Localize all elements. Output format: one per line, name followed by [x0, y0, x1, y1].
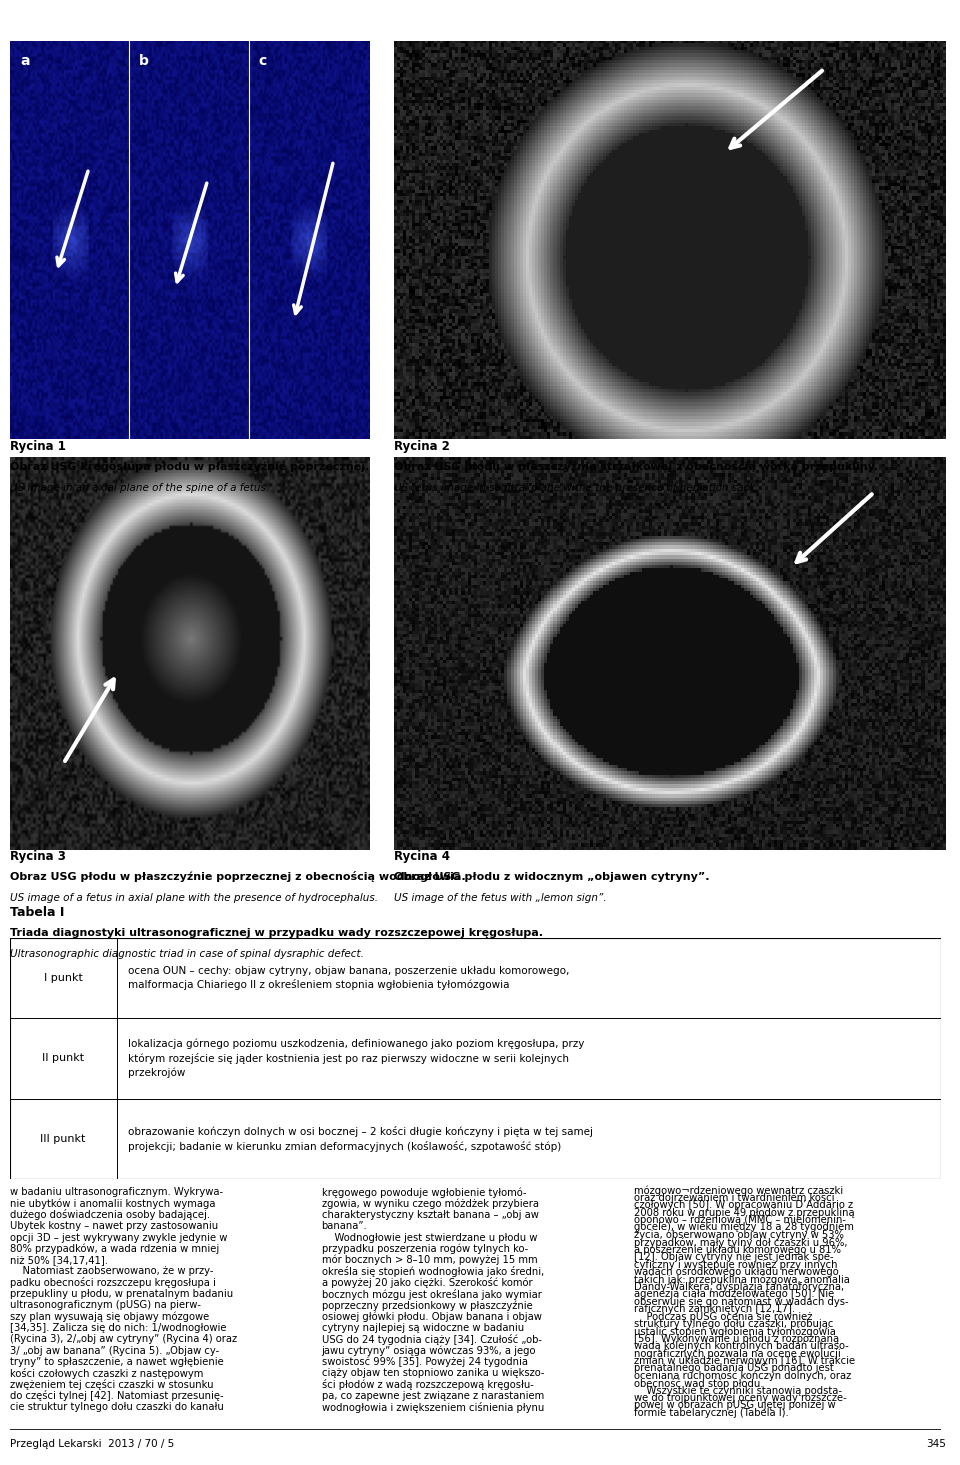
Text: obrazowanie kończyn dolnych w osi bocznej – 2 kości długie kończyny i pięta w te: obrazowanie kończyn dolnych w osi boczne… [128, 1127, 593, 1151]
Text: US image in an axial plane of the spine of a fetus.: US image in an axial plane of the spine … [10, 483, 269, 492]
Text: cytryny najlepiej są widoczne w badaniu: cytryny najlepiej są widoczne w badaniu [322, 1323, 524, 1333]
Text: [12]. Objaw cytryny nie jest jednak spe-: [12]. Objaw cytryny nie jest jednak spe- [634, 1253, 833, 1263]
Text: (Rycina 3), 2/„obj aw cytryny” (Rycina 4) oraz: (Rycina 3), 2/„obj aw cytryny” (Rycina 4… [10, 1335, 237, 1345]
Text: Obraz USG płodu w płaszczyźnie poprzecznej z obecnością wodnogłowia.: Obraz USG płodu w płaszczyźnie poprzeczn… [10, 872, 466, 882]
Text: padku obecności rozszczepu kręgosłupa i: padku obecności rozszczepu kręgosłupa i [10, 1277, 215, 1288]
Text: a powyżej 20 jako ciężki. Szerokość komór: a powyżej 20 jako ciężki. Szerokość komó… [322, 1277, 532, 1288]
Text: Wszystkie te czynniki stanowią podsta-: Wszystkie te czynniki stanowią podsta- [634, 1386, 842, 1396]
Text: 80% przypadków, a wada rdzenia w mniej: 80% przypadków, a wada rdzenia w mniej [10, 1244, 219, 1254]
Text: Rycina 3: Rycina 3 [10, 850, 65, 863]
Text: struktury tylnego dołu czaszki, próbując: struktury tylnego dołu czaszki, próbując [634, 1318, 833, 1329]
Text: Podczas pUSG ocenia się również: Podczas pUSG ocenia się również [634, 1311, 812, 1321]
Text: Rycina 4: Rycina 4 [394, 850, 449, 863]
Text: II punkt: II punkt [42, 1053, 84, 1064]
Text: Rycina 2: Rycina 2 [394, 440, 449, 453]
Text: wodnogłowia i zwiększeniem ciśnienia płynu: wodnogłowia i zwiększeniem ciśnienia pły… [322, 1402, 544, 1412]
Text: banana”.: banana”. [322, 1222, 368, 1231]
Text: Tabela I: Tabela I [10, 905, 64, 919]
Text: zmian w układzie nerwowym [16]. W trakcie: zmian w układzie nerwowym [16]. W trakci… [634, 1357, 854, 1365]
Text: Triada diagnostyki ultrasonograficznej w przypadku wady rozszczepowej kręgosłupa: Triada diagnostyki ultrasonograficznej w… [10, 929, 542, 938]
Text: oraz dojrzewaniem i twardnieniem kości: oraz dojrzewaniem i twardnieniem kości [634, 1193, 834, 1203]
Text: Obraz USG kręgosłupa płodu w płaszczyźnie poprzecznej.: Obraz USG kręgosłupa płodu w płaszczyźni… [10, 461, 369, 472]
Text: ustalić stopień wgłobienia tyłomózgowia: ustalić stopień wgłobienia tyłomózgowia [634, 1326, 835, 1336]
Text: formie tabelarycznej (Tabela I).: formie tabelarycznej (Tabela I). [634, 1408, 788, 1418]
Text: a: a [20, 54, 30, 67]
Text: lokalizacja górnego poziomu uszkodzenia, definiowanego jako poziom kręgosłupa, p: lokalizacja górnego poziomu uszkodzenia,… [128, 1039, 585, 1078]
Text: zgowia, w wyniku czego móżdżek przybiera: zgowia, w wyniku czego móżdżek przybiera [322, 1198, 539, 1209]
Text: Ultrasonographic diagnostic triad in case of spinal dysraphic defect.: Ultrasonographic diagnostic triad in cas… [10, 949, 364, 958]
Text: prenatalnego badania USG ponadto jest: prenatalnego badania USG ponadto jest [634, 1364, 833, 1373]
Text: Obraz USG płodu z widocznym „objawen cytryny”.: Obraz USG płodu z widocznym „objawen cyt… [394, 873, 709, 882]
Text: przypadków, mały tylny dół czaszki u 96%,: przypadków, mały tylny dół czaszki u 96%… [634, 1236, 847, 1248]
Text: wę do trójpunktowej oceny wady rozszcze-: wę do trójpunktowej oceny wady rozszcze- [634, 1393, 847, 1403]
Text: pa, co zapewne jest związane z narastaniem: pa, co zapewne jest związane z narastani… [322, 1390, 544, 1401]
Text: określa się stopień wodnogłowia jako średni,: określa się stopień wodnogłowia jako śre… [322, 1266, 544, 1277]
Text: swoistosć 99% [35]. Powyżej 24 tygodnia: swoistosć 99% [35]. Powyżej 24 tygodnia [322, 1357, 528, 1367]
Text: a poszerzenie układu komorowego u 81%: a poszerzenie układu komorowego u 81% [634, 1245, 841, 1254]
Text: gocele), w wieku między 18 a 28 tygodniem: gocele), w wieku między 18 a 28 tygodnie… [634, 1222, 853, 1232]
Text: ocena OUN – cechy: objaw cytryny, objaw banana, poszerzenie układu komorowego,
m: ocena OUN – cechy: objaw cytryny, objaw … [128, 965, 569, 990]
Text: życia, obserwowano objaw cytryny w 53%: życia, obserwowano objaw cytryny w 53% [634, 1229, 844, 1239]
Text: mózgowo¬rdzeniowego wewnątrz czaszki: mózgowo¬rdzeniowego wewnątrz czaszki [634, 1185, 843, 1195]
Text: ultrasonograficznym (pUSG) na pierw-: ultrasonograficznym (pUSG) na pierw- [10, 1301, 201, 1310]
Text: oceniana ruchomość kończyn dolnych, oraz: oceniana ruchomość kończyn dolnych, oraz [634, 1370, 851, 1381]
Text: czołowych [50]. W opracowaniu D’Addario z: czołowych [50]. W opracowaniu D’Addario … [634, 1200, 852, 1210]
Text: poprzeczny przedsionkowy w płaszczyźnie: poprzeczny przedsionkowy w płaszczyźnie [322, 1299, 533, 1311]
Text: dużego doświadczenia osoby badającej.: dużego doświadczenia osoby badającej. [10, 1210, 209, 1220]
Text: osiowej główki płodu. Objaw banana i objaw: osiowej główki płodu. Objaw banana i obj… [322, 1311, 541, 1321]
Text: agenezja ciała modzelowatego [50]. Nie: agenezja ciała modzelowatego [50]. Nie [634, 1289, 834, 1299]
Text: Rycina 1: Rycina 1 [10, 440, 65, 453]
Text: ciąży objaw ten stopniowo zanika u większo-: ciąży objaw ten stopniowo zanika u więks… [322, 1368, 544, 1379]
Text: mór bocznych > 8–10 mm, powyżej 15 mm: mór bocznych > 8–10 mm, powyżej 15 mm [322, 1256, 538, 1266]
Text: w badaniu ultrasonograficznym. Wykrywa-: w badaniu ultrasonograficznym. Wykrywa- [10, 1187, 223, 1197]
Text: c: c [258, 54, 266, 67]
Text: opcji 3D – jest wykrywany zwykle jedynie w: opcji 3D – jest wykrywany zwykle jedynie… [10, 1232, 227, 1242]
Text: Wodnogłowie jest stwierdzane u płodu w: Wodnogłowie jest stwierdzane u płodu w [322, 1232, 537, 1242]
Text: powej w obrazach pUSG ujętej poniżej w: powej w obrazach pUSG ujętej poniżej w [634, 1401, 835, 1411]
Text: Przegląd Lekarski  2013 / 70 / 5: Przegląd Lekarski 2013 / 70 / 5 [10, 1440, 174, 1449]
Text: do części tylnej [42]. Natomiast przesunię-: do części tylnej [42]. Natomiast przesun… [10, 1390, 224, 1401]
Text: jawu cytryny” osiąga wówczas 93%, a jego: jawu cytryny” osiąga wówczas 93%, a jego [322, 1345, 536, 1355]
Text: wadach ośrodkowego układu nerwowego: wadach ośrodkowego układu nerwowego [634, 1266, 838, 1277]
Text: [56]. Wykonywanie u płodu z rozpoznaną: [56]. Wykonywanie u płodu z rozpoznaną [634, 1333, 839, 1343]
Text: nie ubytków i anomalii kostnych wymaga: nie ubytków i anomalii kostnych wymaga [10, 1198, 215, 1209]
Text: 345: 345 [925, 1440, 946, 1449]
Text: szy plan wysuwają się objawy mózgowe: szy plan wysuwają się objawy mózgowe [10, 1311, 209, 1321]
Text: USG do 24 tygodnia ciąży [34]. Czułość „ob-: USG do 24 tygodnia ciąży [34]. Czułość „… [322, 1333, 541, 1345]
Text: charakterystyczny kształt banana – „obj aw: charakterystyczny kształt banana – „obj … [322, 1210, 539, 1220]
Text: 2008 roku w grupie 49 płodów z przepukliną: 2008 roku w grupie 49 płodów z przepukli… [634, 1207, 854, 1217]
Text: cyficzny i występuje również przy innych: cyficzny i występuje również przy innych [634, 1260, 837, 1270]
Text: Natomiast zaobserwowano, że w przy-: Natomiast zaobserwowano, że w przy- [10, 1266, 213, 1276]
Text: b: b [139, 54, 149, 67]
Text: takich jak: przepuklina mózgowa, anomalia: takich jak: przepuklina mózgowa, anomali… [634, 1275, 850, 1285]
Text: III punkt: III punkt [40, 1134, 85, 1144]
Text: niż 50% [34,17,41].: niż 50% [34,17,41]. [10, 1256, 108, 1266]
Text: [34,35]. Zalicza się do nich: 1/wodnogłowie: [34,35]. Zalicza się do nich: 1/wodnogło… [10, 1323, 227, 1333]
Text: bocznych mózgu jest określana jako wymiar: bocznych mózgu jest określana jako wymia… [322, 1289, 541, 1299]
Text: I punkt: I punkt [44, 973, 83, 983]
Text: US fetus image in sagittal plane withe the presence of heniation sack.: US fetus image in sagittal plane withe t… [394, 483, 758, 492]
Text: przypadku poszerzenia rogów tylnych ko-: przypadku poszerzenia rogów tylnych ko- [322, 1244, 528, 1254]
Text: nograficznych pozwala na ocenę ewolucji: nograficznych pozwala na ocenę ewolucji [634, 1348, 840, 1358]
Text: tryny” to spłaszczenie, a nawet wgłębienie: tryny” to spłaszczenie, a nawet wgłębien… [10, 1357, 224, 1367]
Text: kręgowego powoduje wgłobienie tyłomó-: kręgowego powoduje wgłobienie tyłomó- [322, 1187, 526, 1197]
Text: US image of a fetus in axial plane with the presence of hydrocephalus.: US image of a fetus in axial plane with … [10, 894, 377, 902]
Text: ści płodów z wadą rozszczepową kręgosłu-: ści płodów z wadą rozszczepową kręgosłu- [322, 1379, 534, 1390]
Text: raficznych zamkniętych [12,17].: raficznych zamkniętych [12,17]. [634, 1304, 795, 1314]
Text: Ubytek kostny – nawet przy zastosowaniu: Ubytek kostny – nawet przy zastosowaniu [10, 1222, 218, 1231]
Text: zwężeniem tej części czaszki w stosunku: zwężeniem tej części czaszki w stosunku [10, 1379, 213, 1390]
Text: Dandy-Walkera, dysplazja tanatoforyczna,: Dandy-Walkera, dysplazja tanatoforyczna, [634, 1282, 844, 1292]
Text: obserwuje się go natomiast w wadach dys-: obserwuje się go natomiast w wadach dys- [634, 1297, 849, 1307]
Text: Obraz USG płodu w płaszczyźnie strzałkowej z obecnością worka przepukliny.: Obraz USG płodu w płaszczyźnie strzałkow… [394, 461, 877, 472]
Text: US image of the fetus with „lemon sign”.: US image of the fetus with „lemon sign”. [394, 894, 606, 902]
Text: przepukliny u płodu, w prenatalnym badaniu: przepukliny u płodu, w prenatalnym badan… [10, 1289, 232, 1299]
Text: wadą kolejnych kontrolnych badań ultraso-: wadą kolejnych kontrolnych badań ultraso… [634, 1340, 849, 1351]
Text: 3/ „obj aw banana” (Rycina 5). „Objaw cy-: 3/ „obj aw banana” (Rycina 5). „Objaw cy… [10, 1345, 219, 1355]
Text: obecność wad stóp płodu.: obecność wad stóp płodu. [634, 1377, 763, 1389]
Text: cie struktur tylnego dołu czaszki do kanału: cie struktur tylnego dołu czaszki do kan… [10, 1402, 224, 1412]
Text: kości czołowych czaszki z następowym: kości czołowych czaszki z następowym [10, 1368, 203, 1379]
Text: oponowo – rdzeniową (MMC – mielomenin-: oponowo – rdzeniową (MMC – mielomenin- [634, 1214, 846, 1225]
